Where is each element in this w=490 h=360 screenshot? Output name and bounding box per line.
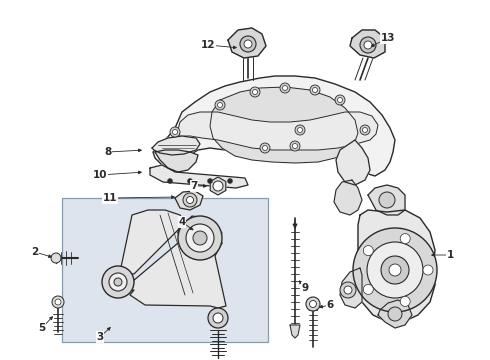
Circle shape (283, 85, 288, 90)
Text: 8: 8 (104, 147, 112, 157)
Circle shape (389, 264, 401, 276)
Circle shape (178, 216, 222, 260)
Circle shape (280, 83, 290, 93)
Circle shape (363, 127, 368, 132)
Polygon shape (228, 28, 266, 58)
Circle shape (400, 296, 410, 306)
Text: 9: 9 (301, 283, 309, 293)
Circle shape (381, 256, 409, 284)
Circle shape (364, 41, 372, 49)
Circle shape (188, 179, 193, 184)
Polygon shape (175, 191, 203, 210)
Polygon shape (210, 177, 226, 195)
Circle shape (263, 145, 268, 150)
Circle shape (290, 141, 300, 151)
Polygon shape (155, 150, 198, 172)
Circle shape (207, 179, 213, 184)
Circle shape (367, 242, 423, 298)
Circle shape (172, 130, 177, 135)
Text: 2: 2 (31, 247, 39, 257)
Circle shape (240, 36, 256, 52)
Circle shape (340, 282, 356, 298)
Circle shape (260, 143, 270, 153)
Polygon shape (336, 140, 370, 185)
Polygon shape (153, 76, 395, 176)
Circle shape (215, 100, 225, 110)
Circle shape (295, 125, 305, 135)
Circle shape (114, 278, 122, 286)
Circle shape (213, 181, 223, 191)
Polygon shape (334, 180, 362, 215)
Circle shape (360, 125, 370, 135)
Polygon shape (178, 112, 378, 150)
Circle shape (102, 266, 134, 298)
Text: 10: 10 (93, 170, 107, 180)
Circle shape (213, 313, 223, 323)
Polygon shape (150, 165, 248, 188)
Text: 5: 5 (38, 323, 46, 333)
Polygon shape (210, 87, 358, 163)
Circle shape (250, 87, 260, 97)
Polygon shape (120, 210, 222, 274)
Circle shape (310, 301, 317, 307)
Circle shape (313, 87, 318, 93)
Polygon shape (290, 325, 300, 338)
Circle shape (183, 193, 197, 207)
Circle shape (170, 127, 180, 137)
Text: 1: 1 (446, 250, 454, 260)
Circle shape (306, 297, 320, 311)
Text: 4: 4 (178, 217, 186, 227)
Circle shape (208, 308, 228, 328)
Text: 11: 11 (103, 193, 117, 203)
Bar (62, 198, 268, 342)
Circle shape (353, 228, 437, 312)
Polygon shape (368, 185, 405, 215)
Circle shape (193, 231, 207, 245)
Circle shape (335, 95, 345, 105)
Text: 3: 3 (97, 332, 103, 342)
Circle shape (168, 179, 172, 184)
Circle shape (423, 265, 433, 275)
Circle shape (244, 40, 252, 48)
Text: 12: 12 (201, 40, 215, 50)
Circle shape (109, 273, 127, 291)
Circle shape (55, 299, 61, 305)
Circle shape (379, 192, 395, 208)
Circle shape (293, 144, 297, 148)
Circle shape (187, 197, 194, 203)
Circle shape (400, 234, 410, 244)
Text: 6: 6 (326, 300, 334, 310)
Polygon shape (350, 30, 385, 58)
Circle shape (310, 85, 320, 95)
Circle shape (52, 296, 64, 308)
Circle shape (218, 103, 222, 108)
Circle shape (360, 37, 376, 53)
Circle shape (363, 284, 373, 294)
Circle shape (51, 253, 61, 263)
Circle shape (338, 98, 343, 103)
Circle shape (297, 127, 302, 132)
Polygon shape (357, 210, 435, 322)
Text: 7: 7 (190, 181, 197, 191)
Circle shape (227, 179, 232, 184)
Circle shape (363, 246, 373, 256)
Circle shape (186, 224, 214, 252)
Polygon shape (340, 268, 362, 308)
Circle shape (388, 307, 402, 321)
Polygon shape (378, 300, 412, 328)
Circle shape (252, 90, 258, 94)
Text: 13: 13 (381, 33, 395, 43)
Circle shape (344, 286, 352, 294)
Polygon shape (152, 136, 200, 155)
Polygon shape (120, 243, 226, 308)
